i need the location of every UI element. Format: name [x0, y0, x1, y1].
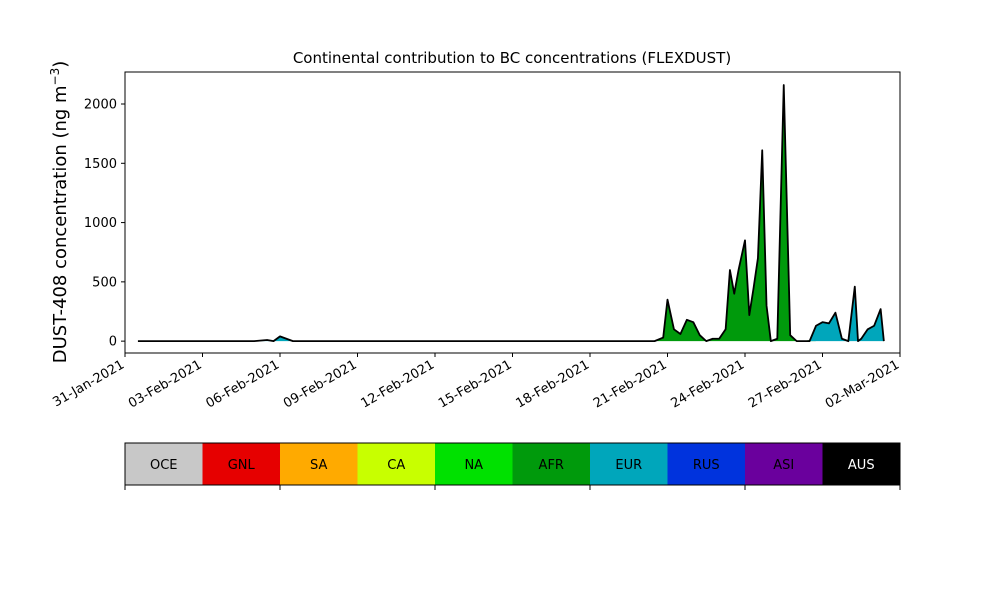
x-tick-label-02-Mar-2021: 02-Mar-2021 — [823, 357, 902, 411]
chart-title: Continental contribution to BC concentra… — [293, 49, 731, 67]
legend-label-ca: CA — [387, 458, 405, 473]
y-axis-label: DUST-408 concentration (ng m−3) — [48, 61, 71, 364]
y-tick-label-1500: 1500 — [84, 157, 117, 172]
x-tick-label-03-Feb-2021: 03-Feb-2021 — [126, 357, 205, 411]
x-tick-label-21-Feb-2021: 21-Feb-2021 — [591, 357, 670, 411]
x-tick-label-27-Feb-2021: 27-Feb-2021 — [746, 357, 825, 411]
legend-swatch-rus — [667, 443, 746, 485]
legend-swatch-aus — [822, 443, 901, 485]
legend-label-na: NA — [464, 458, 483, 473]
legend-label-oce: OCE — [150, 458, 178, 473]
legend-label-sa: SA — [310, 458, 327, 473]
legend-swatch-afr — [512, 443, 591, 485]
x-axis: 31-Jan-202103-Feb-202106-Feb-202109-Feb-… — [50, 353, 902, 412]
legend-swatch-eur — [590, 443, 668, 485]
legend-label-asi: ASI — [773, 458, 794, 473]
legend-swatch-sa — [280, 443, 358, 485]
legend-swatch-ca — [357, 443, 436, 485]
x-tick-label-06-Feb-2021: 06-Feb-2021 — [203, 357, 282, 411]
legend: OCE GNL SA CA NA AFR EUR RUS ASI AUS — [124, 442, 901, 490]
legend-label-rus: RUS — [693, 458, 720, 473]
plot-area — [137, 84, 885, 343]
y-axis-label-unit-exponent: −3 — [48, 68, 62, 86]
legend-swatch-asi — [745, 443, 823, 485]
x-tick-label-15-Feb-2021: 15-Feb-2021 — [436, 357, 515, 411]
legend-label-afr: AFR — [539, 458, 564, 473]
y-axis-label-main: DUST-408 concentration (ng m — [50, 85, 71, 363]
x-tick-label-09-Feb-2021: 09-Feb-2021 — [281, 357, 360, 411]
legend-frame — [124, 442, 901, 486]
x-tick-label-24-Feb-2021: 24-Feb-2021 — [668, 357, 747, 411]
y-axis: 0 500 1000 1500 2000 — [84, 98, 125, 350]
legend-swatch-gnl — [202, 443, 281, 485]
total-line — [137, 84, 885, 343]
y-tick-label-0: 0 — [109, 335, 117, 350]
legend-swatch-oce — [125, 443, 203, 485]
legend-label-aus: AUS — [848, 458, 875, 473]
x-tick-label-31-Jan-2021: 31-Jan-2021 — [50, 357, 127, 410]
y-tick-label-2000: 2000 — [84, 98, 117, 113]
legend-swatch-na — [435, 443, 513, 485]
series-area-eur — [137, 286, 884, 342]
y-tick-label-500: 500 — [92, 275, 117, 290]
series-area-afr — [137, 85, 881, 342]
x-tick-label-12-Feb-2021: 12-Feb-2021 — [358, 357, 437, 411]
x-tick-label-18-Feb-2021: 18-Feb-2021 — [513, 357, 592, 411]
legend-label-eur: EUR — [615, 458, 642, 473]
y-tick-label-1000: 1000 — [84, 216, 117, 231]
legend-label-gnl: GNL — [228, 458, 256, 473]
y-axis-label-close: ) — [50, 61, 71, 68]
